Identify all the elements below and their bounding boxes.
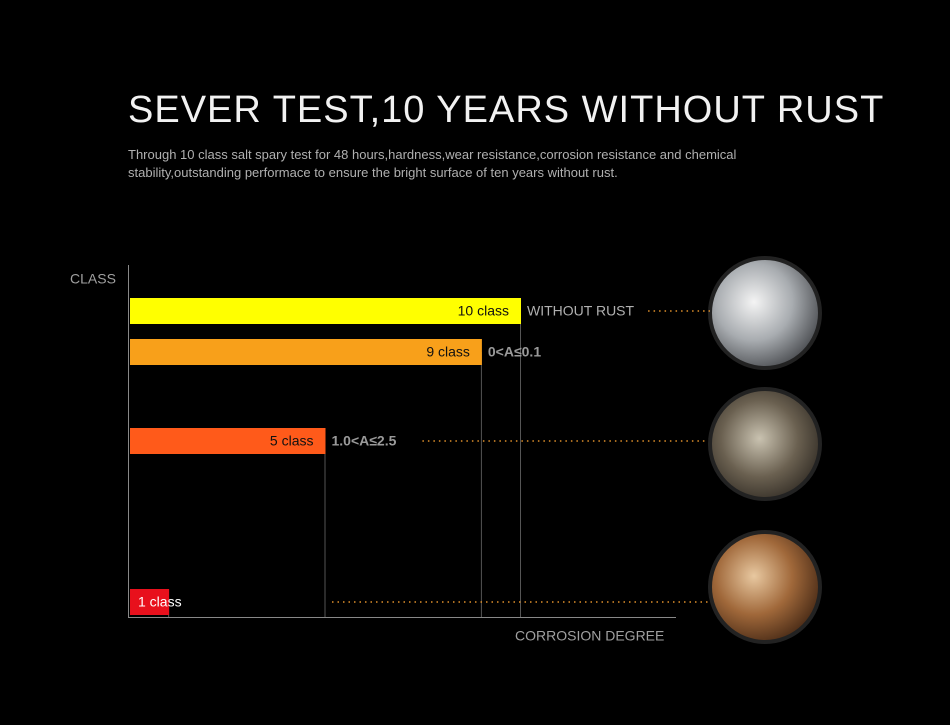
bar xyxy=(130,589,170,615)
title: SEVER TEST,10 YEARS WITHOUT RUST xyxy=(128,89,884,131)
subtitle-box: Through 10 class salt spary test for 48 … xyxy=(128,147,737,180)
bar xyxy=(130,298,521,324)
x-axis-label: CORROSION DEGREE xyxy=(515,628,664,644)
bar xyxy=(130,339,482,365)
annotation: 1.0<A≤2.5 xyxy=(332,433,397,449)
photos xyxy=(708,256,822,644)
photo-rust xyxy=(708,530,822,644)
bar-label: 5 class xyxy=(270,433,314,449)
annotation: WITHOUT RUST xyxy=(527,303,635,319)
y-axis-label: CLASS xyxy=(70,271,116,287)
bar-label: 1 class xyxy=(138,594,182,610)
subtitle: Through 10 class salt spary test for 48 … xyxy=(128,147,737,180)
photo-chrome xyxy=(708,256,822,370)
photo-worn xyxy=(708,387,822,501)
bar-label: 9 class xyxy=(426,344,470,360)
bar xyxy=(130,428,326,454)
bar-label: 10 class xyxy=(458,303,509,319)
annotation: 0<A≤0.1 xyxy=(488,344,541,360)
